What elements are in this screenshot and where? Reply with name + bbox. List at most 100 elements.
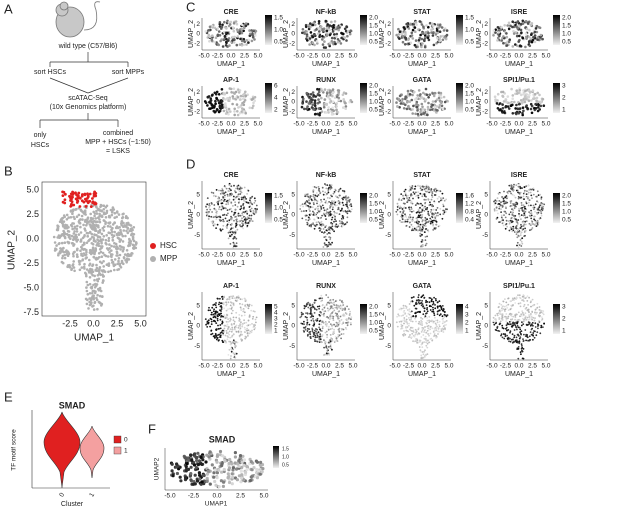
cell-dot xyxy=(133,245,136,249)
cell-dot xyxy=(238,214,240,217)
cell-dot xyxy=(335,225,338,228)
cell-dot xyxy=(68,263,71,267)
cell-dot xyxy=(252,326,255,328)
cell-dot xyxy=(218,34,222,37)
cell-dot xyxy=(210,191,213,194)
cell-dot xyxy=(102,208,106,211)
cell-dot xyxy=(344,307,347,310)
cell-dot xyxy=(217,195,220,198)
cell-dot xyxy=(402,212,404,214)
cell-dot xyxy=(417,328,420,331)
cell-dot xyxy=(511,230,514,233)
x-tick-label: 5.0 xyxy=(253,252,262,259)
cell-dot xyxy=(224,98,227,101)
cell-dot xyxy=(313,101,317,104)
cell-dot xyxy=(90,249,93,252)
cell-dot xyxy=(235,196,238,199)
cell-dot xyxy=(312,195,315,198)
cell-dot xyxy=(509,226,512,229)
x-axis-label: UMAP_1 xyxy=(505,260,533,267)
cell-dot xyxy=(214,209,217,212)
cell-dot xyxy=(249,210,252,213)
cell-dot xyxy=(311,98,314,102)
cell-dot xyxy=(328,201,330,203)
cell-dot xyxy=(421,195,424,198)
cell-dot xyxy=(228,333,231,336)
cell-dot xyxy=(301,102,304,105)
cell-dot xyxy=(534,223,536,226)
cell-dot xyxy=(432,94,436,98)
cell-dot xyxy=(227,321,230,323)
y-tick-label: 0 xyxy=(291,31,295,38)
cell-dot xyxy=(234,208,237,211)
cell-dot xyxy=(231,95,235,98)
cell-dot xyxy=(437,106,441,109)
cell-dot xyxy=(420,202,422,205)
cell-dot xyxy=(424,353,427,356)
cell-dot xyxy=(515,224,518,227)
cell-dot xyxy=(504,41,507,45)
cell-dot xyxy=(308,218,311,221)
cell-dot xyxy=(324,244,327,246)
cell-dot xyxy=(110,244,113,248)
cell-dot xyxy=(511,97,514,100)
cell-dot xyxy=(343,308,345,310)
cell-dot xyxy=(419,339,422,342)
cell-dot xyxy=(433,312,435,315)
cell-dot xyxy=(423,341,426,343)
cell-dot xyxy=(96,274,100,277)
x-tick-label: 0.0 xyxy=(514,53,523,60)
cell-dot xyxy=(350,318,352,321)
cell-dot xyxy=(240,198,243,201)
cell-dot xyxy=(496,209,498,212)
cell-dot xyxy=(300,210,303,213)
cell-dot xyxy=(519,234,522,237)
cell-dot xyxy=(69,210,73,213)
cell-dot xyxy=(422,305,425,307)
cell-dot xyxy=(213,110,217,114)
cell-dot xyxy=(213,336,216,339)
x-tick-label: -5.0 xyxy=(486,252,498,259)
cell-dot xyxy=(407,104,410,108)
cell-dot xyxy=(229,328,232,331)
cell-dot xyxy=(525,27,529,31)
cell-dot xyxy=(105,204,109,208)
cell-dot xyxy=(311,206,314,209)
cell-dot xyxy=(98,260,102,264)
cell-dot xyxy=(232,195,235,198)
cell-dot xyxy=(308,225,311,227)
flow-text: only xyxy=(34,132,47,139)
cell-dot xyxy=(220,103,224,106)
cell-dot xyxy=(250,304,253,307)
cell-dot xyxy=(226,227,228,229)
cell-dot xyxy=(531,220,534,223)
cell-dot xyxy=(503,29,506,32)
cell-dot xyxy=(400,320,403,323)
cell-dot xyxy=(311,91,315,94)
cell-dot xyxy=(237,106,240,109)
cell-dot xyxy=(425,339,427,341)
cell-dot xyxy=(240,339,243,342)
cell-dot xyxy=(525,93,528,96)
cell-dot xyxy=(423,350,425,353)
cell-dot xyxy=(309,336,312,338)
flow-text: combined xyxy=(103,130,133,137)
cell-dot xyxy=(227,99,230,102)
cell-dot xyxy=(342,328,345,331)
cell-dot xyxy=(415,217,418,220)
cell-dot xyxy=(315,40,319,43)
cell-dot xyxy=(524,229,527,232)
cell-dot xyxy=(412,216,414,219)
cell-dot xyxy=(239,298,242,301)
cell-dot xyxy=(308,196,311,199)
colorbar-tick-label: 3 xyxy=(274,316,278,323)
cell-dot xyxy=(347,207,349,209)
cell-dot xyxy=(521,221,524,224)
cell-dot xyxy=(422,91,425,95)
cell-dot xyxy=(125,249,129,252)
cell-dot xyxy=(74,233,78,237)
cell-dot xyxy=(130,232,134,236)
cell-dot xyxy=(209,208,212,211)
cell-dot xyxy=(233,35,236,39)
cell-dot xyxy=(208,25,212,29)
